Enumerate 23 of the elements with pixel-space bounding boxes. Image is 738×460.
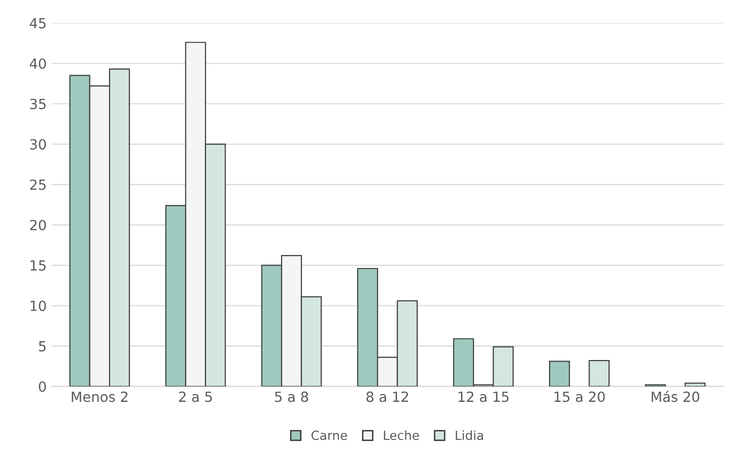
x-tick-label: 2 a 5 bbox=[179, 392, 212, 402]
bar bbox=[684, 382, 706, 386]
legend-label: Carne bbox=[311, 430, 348, 440]
y-tick-label: 15 bbox=[30, 260, 46, 271]
x-tick-label: Más 20 bbox=[652, 390, 700, 402]
bar bbox=[588, 360, 610, 386]
x-tick-label: 8 a 12 bbox=[366, 392, 408, 402]
legend-label: Lidia bbox=[456, 430, 483, 440]
legend-label: Leche bbox=[384, 430, 419, 440]
y-tick-label: 35 bbox=[30, 98, 46, 110]
y-tick-label: 25 bbox=[30, 179, 46, 190]
x-tick-label: 12 a 15 bbox=[458, 392, 509, 402]
y-tick-label: 0 bbox=[38, 381, 46, 392]
bar bbox=[549, 360, 570, 386]
y-tick-label: 40 bbox=[30, 58, 46, 69]
y-tick-label: 30 bbox=[30, 139, 46, 150]
x-tick-label: 5 a 8 bbox=[275, 392, 308, 402]
x-tick-label: Menos 2 bbox=[72, 392, 128, 402]
y-tick-label: 20 bbox=[30, 220, 46, 230]
x-tick-label: 15 a 20 bbox=[554, 392, 605, 402]
y-tick-label: 10 bbox=[30, 300, 46, 312]
y-tick-label: 45 bbox=[30, 18, 46, 28]
y-tick-label: 5 bbox=[39, 341, 46, 352]
